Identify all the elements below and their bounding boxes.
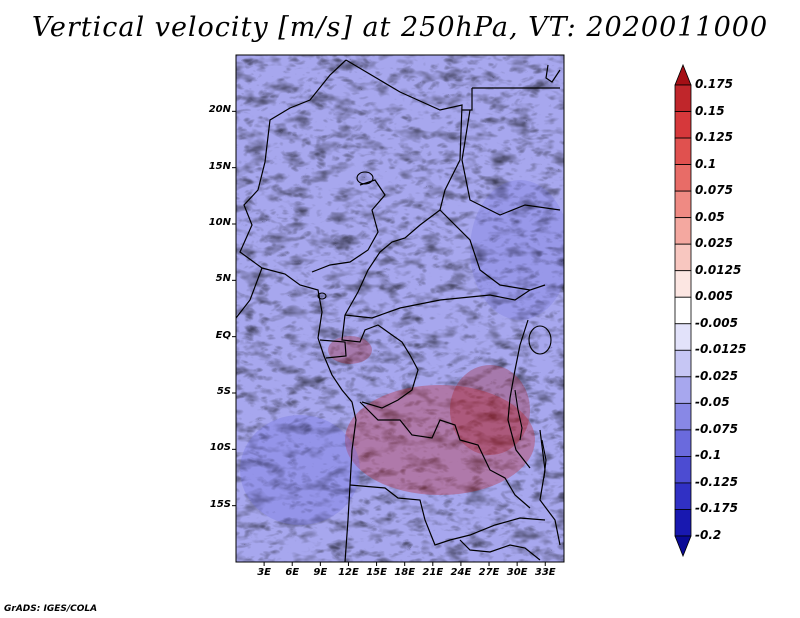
colorbar-segment [674,349,692,378]
ytick-label: 5S [216,386,231,397]
border-sudan [461,109,561,216]
colorbar-segment [674,509,692,537]
colorbar-segment [674,164,692,192]
xtick-label: 30E [506,567,528,578]
colorbar-label: 0.1 [695,156,717,171]
colorbar-segment [674,217,692,245]
colorbar-segment [674,243,692,272]
ytick-label: 5N [215,273,231,285]
border-angola-namibia-zambia [349,484,546,546]
colorbar-label: 0.125 [695,130,733,145]
colorbar-segment [674,84,692,112]
xtick-label: 21E [422,567,444,578]
colorbar-segment [674,296,692,325]
colorbar-label: 0.0125 [695,262,742,277]
colorbar-label: -0.05 [695,395,730,410]
colorbar-bottom-arrow [674,535,692,558]
field-ascent-region-south [345,385,535,495]
colorbar-segment [674,323,692,351]
ytick-label: EQ [215,329,231,341]
xtick-label: 3E [257,567,271,578]
xtick-label: 15E [366,567,387,578]
ytick-label: 15S [209,498,231,510]
colorbar-label: 0.15 [695,103,725,118]
vertical-velocity-field [236,55,564,562]
ytick-label: 10S [209,442,231,454]
colorbar-label: 0.025 [695,236,733,251]
colorbar-label: 0.075 [695,183,733,198]
colorbar-segment [674,482,692,510]
colorbar-label: -0.2 [695,528,722,542]
xtick-label: 12E [338,567,359,578]
colorbar-label: -0.005 [695,315,738,330]
border-nigeria-cameroon [311,179,386,273]
lake-chad [356,171,374,185]
colorbar-label: -0.125 [695,474,738,489]
colorbar-label: -0.0125 [695,342,747,357]
border-chad-car [344,209,441,316]
colorbar-top-arrow [674,63,692,86]
colorbar-segment [674,137,692,165]
bioko-island [317,292,327,300]
ytick-label: 20N [208,104,231,116]
colorbar-label: -0.175 [695,501,738,516]
field-ascent-region-gabon [328,336,372,364]
lake-tanganyika [514,389,523,441]
latitude-tick-marks [232,110,236,507]
colorbar-label: 0.175 [695,77,733,91]
lakes-outlines [317,171,552,479]
border-libya-egypt [462,87,560,111]
coastline-central-africa [261,267,357,562]
field-descent-region-northeast [470,180,564,320]
xtick-label: 9E [313,567,328,578]
colorbar-segment [674,111,692,139]
field-descent-region-atlantic [240,415,360,525]
figure-title: Vertical velocity [m/s] at 250hPa, VT: 2… [31,12,769,43]
xtick-label: 24E [450,567,472,578]
xtick-label: 18E [394,567,416,578]
border-niger-chad [345,59,463,211]
colorbar-segment [674,429,692,457]
lake-malawi [541,439,547,479]
colorbar-segment [674,402,692,431]
border-car-drc [344,284,546,319]
border-zimbabwe-botswana [459,539,541,561]
colorbar-segment [674,376,692,404]
ytick-label: 10N [208,217,231,228]
border-drc-angola-zambia [359,401,531,509]
country-borders [236,59,561,562]
map-frame [235,54,565,563]
colorbar-segment [674,190,692,219]
border-south-sudan [439,209,531,291]
colorbar-segment [674,270,692,298]
xtick-label: 33E [534,567,556,578]
xtick-label: 27E [478,567,500,578]
border-congo-gabon [341,314,419,409]
longitude-tick-marks [263,562,546,566]
ytick-label: 15N [208,160,231,172]
colorbar-label: -0.1 [695,448,722,463]
border-equatorial-guinea [319,339,347,359]
colorbar [674,63,692,558]
colorbar-label: -0.075 [695,421,738,436]
lake-victoria [528,325,552,355]
field-ascent-region-east [450,365,530,455]
xtick-label: 6E [285,567,300,578]
colorbar-label: 0.005 [695,289,733,304]
border-great-lakes [507,319,531,469]
colorbar-label: -0.025 [695,368,738,383]
colorbar-segment [674,456,692,484]
border-nile-delta [545,64,561,83]
colorbar-label: 0.05 [695,209,725,224]
border-malawi-mozambique [539,429,561,546]
software-credit: GrADS: IGES/COLA [4,604,98,614]
